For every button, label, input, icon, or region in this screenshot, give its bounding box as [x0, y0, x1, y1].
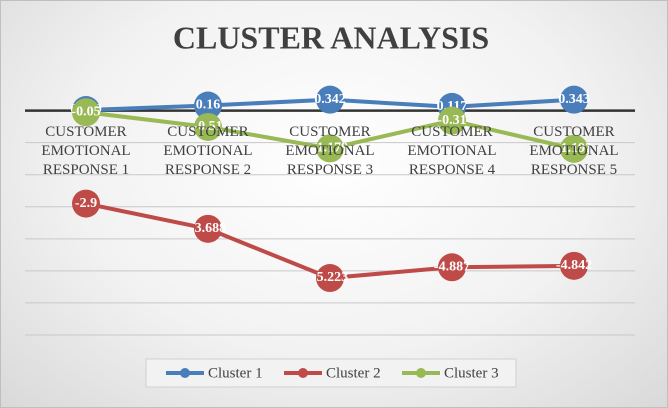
- data-point: [560, 134, 588, 163]
- data-point: [194, 214, 222, 243]
- data-point: [316, 134, 344, 163]
- legend: Cluster 1 Cluster 2 Cluster 3: [145, 358, 517, 388]
- x-tick-label: CUSTOMER EMOTIONAL RESPONSE 1: [41, 124, 131, 178]
- legend-marker: [416, 368, 426, 378]
- data-label: -4.887: [434, 259, 470, 274]
- legend-marker: [180, 368, 190, 378]
- data-label: 0.343: [558, 92, 590, 107]
- data-point: [316, 264, 344, 293]
- data-point: [560, 85, 588, 114]
- data-point: [316, 85, 344, 114]
- data-point: [438, 253, 466, 282]
- data-label: -1.192: [556, 141, 592, 156]
- data-label: -1.179: [312, 141, 348, 156]
- legend-marker: [298, 368, 308, 378]
- data-point: [72, 98, 100, 127]
- data-label: -5.223: [312, 270, 348, 285]
- x-tick-label: CUSTOMER EMOTIONAL RESPONSE 2: [163, 124, 253, 178]
- legend-box: [145, 358, 517, 388]
- data-point: [438, 106, 466, 135]
- data-point: [72, 189, 100, 218]
- data-point: [560, 251, 588, 280]
- data-label: -2.9: [75, 196, 97, 211]
- x-tick-label: CUSTOMER EMOTIONAL RESPONSE 3: [285, 124, 375, 178]
- data-point: [194, 112, 222, 141]
- data-point: [194, 91, 222, 120]
- data-label: -3.688: [190, 221, 226, 236]
- data-label: -0.05: [71, 104, 100, 119]
- chart-title: CLUSTER ANALYSIS: [173, 19, 489, 55]
- x-tick-label: CUSTOMER EMOTIONAL RESPONSE 4: [407, 124, 497, 178]
- legend-label: Cluster 1: [208, 365, 263, 381]
- data-label: -0.31: [437, 113, 466, 128]
- data-label: 0.16: [196, 98, 221, 113]
- data-label: 0.342: [314, 92, 346, 107]
- legend-label: Cluster 3: [444, 365, 499, 381]
- legend-label: Cluster 2: [326, 365, 381, 381]
- data-label: -4.842: [556, 258, 592, 273]
- data-label: -0.51: [193, 119, 222, 134]
- x-tick-label: CUSTOMER EMOTIONAL RESPONSE 5: [529, 124, 619, 178]
